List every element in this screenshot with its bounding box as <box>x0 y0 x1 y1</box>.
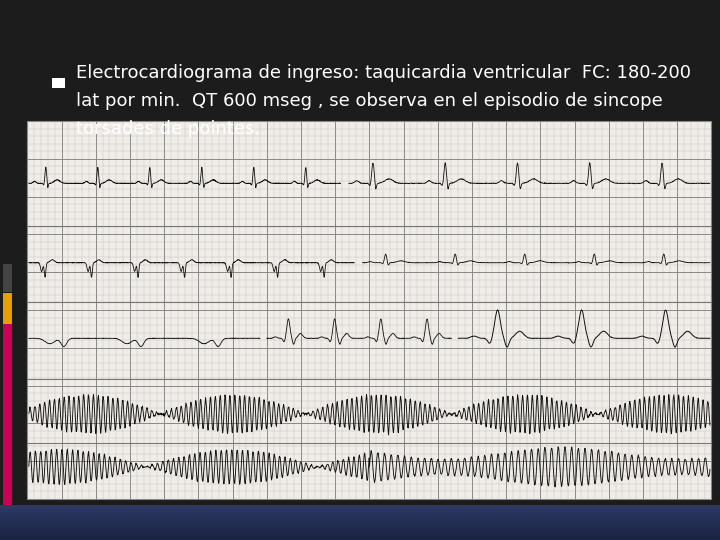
Text: Electrocardiograma de ingreso: taquicardia ventricular  FC: 180-200: Electrocardiograma de ingreso: taquicard… <box>76 64 690 82</box>
Bar <box>3 293 12 324</box>
Text: lat por min.  QT 600 mseg , se observa en el episodio de sincope: lat por min. QT 600 mseg , se observa en… <box>76 92 662 110</box>
Bar <box>3 264 12 292</box>
Bar <box>27 121 711 499</box>
Bar <box>3 324 12 505</box>
Text: torsades de pointes.: torsades de pointes. <box>76 120 260 138</box>
Bar <box>52 78 65 88</box>
